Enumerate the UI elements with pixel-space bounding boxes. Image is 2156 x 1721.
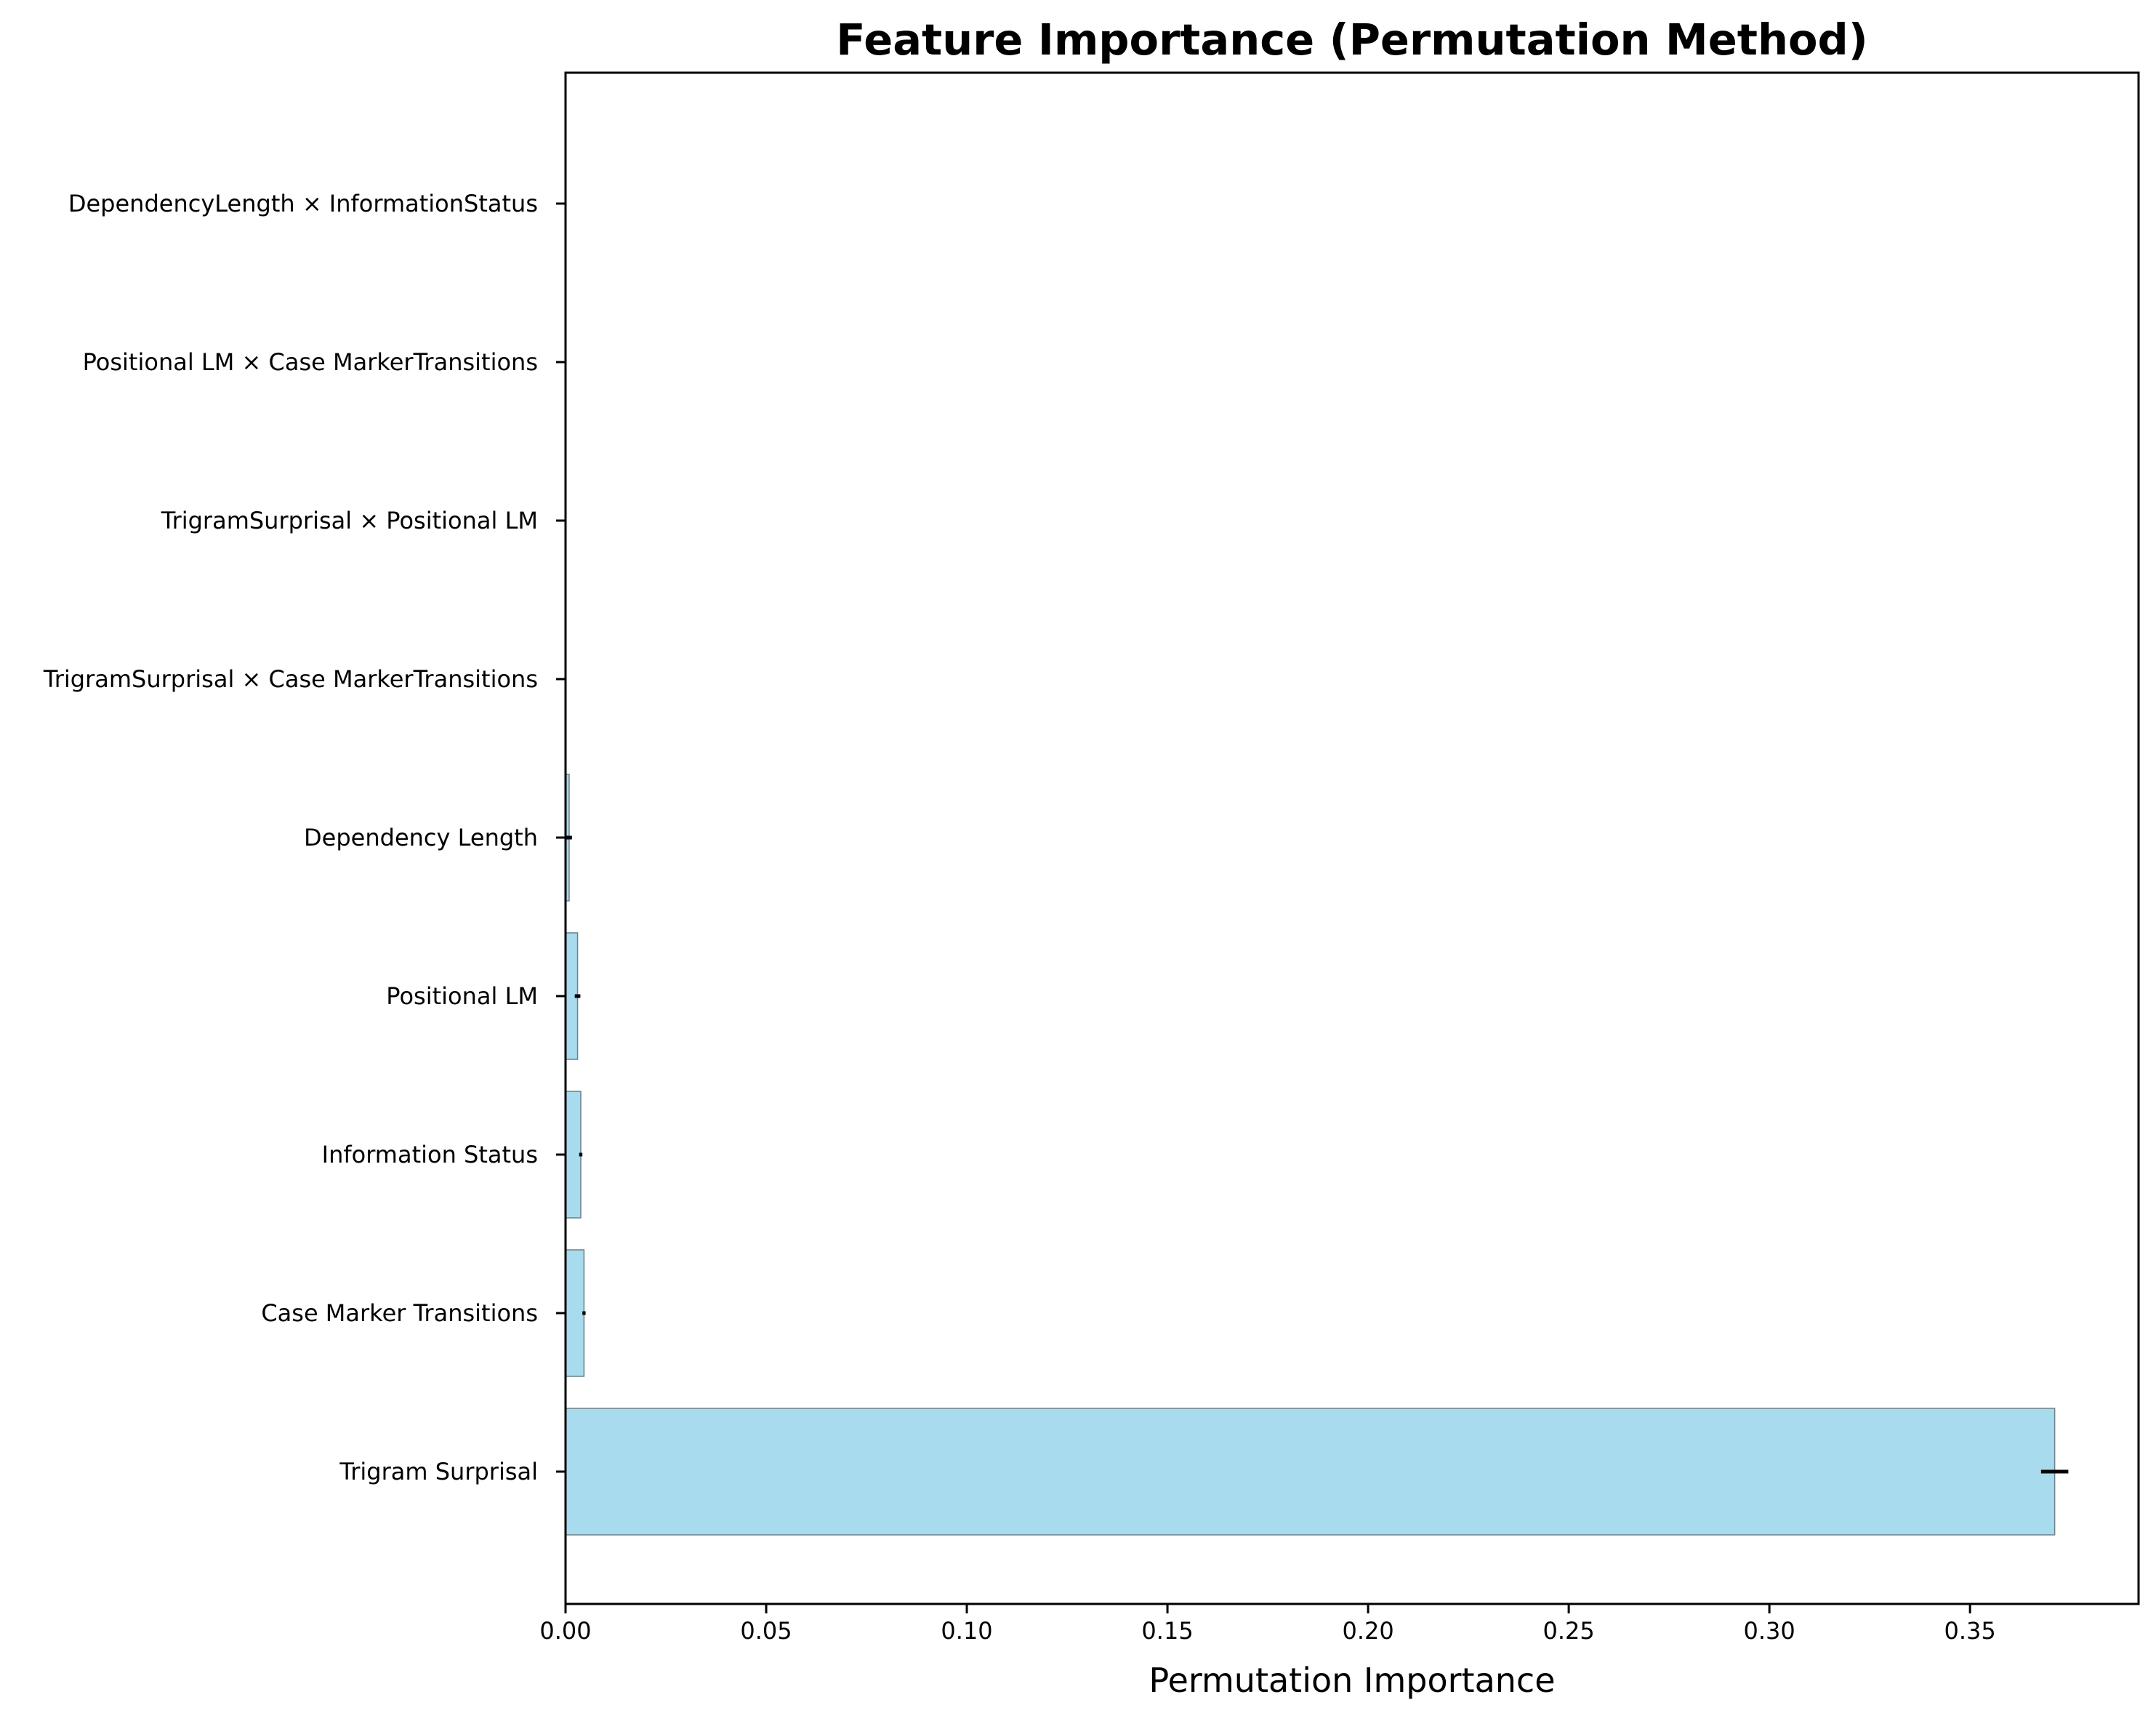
bar [565, 1091, 582, 1219]
x-tick-label: 0.10 [941, 1617, 992, 1645]
bar [565, 1249, 585, 1377]
chart-title: Feature Importance (Permutation Method) [836, 15, 1867, 65]
x-tick-label: 0.30 [1743, 1617, 1795, 1645]
y-ticks-layer: Trigram Surprisal Case Marker Transitions… [43, 190, 566, 1485]
y-tick-label: Information Status [322, 1141, 538, 1168]
x-ticks-layer: 0.00 0.05 0.10 0.15 0.20 0.25 0.30 0.35 [539, 1604, 1996, 1645]
x-axis-label: Permutation Importance [1149, 1661, 1555, 1700]
x-tick-label: 0.00 [539, 1617, 591, 1645]
y-tick-label: TrigramSurprisal × Case MarkerTransition… [43, 665, 538, 693]
plot-frame [564, 71, 2140, 1605]
y-tick-label: Trigram Surprisal [339, 1458, 538, 1485]
error-bars-layer [566, 835, 2069, 1474]
y-tick-label: Positional LM × Case MarkerTransitions [83, 348, 538, 376]
y-tick-label: DependencyLength × InformationStatus [68, 190, 538, 217]
x-tick-label: 0.15 [1141, 1617, 1193, 1645]
x-tick-label: 0.20 [1342, 1617, 1393, 1645]
y-tick-label: Positional LM [386, 982, 538, 1010]
x-tick-label: 0.25 [1542, 1617, 1594, 1645]
bars-layer [565, 774, 2056, 1536]
y-tick-label: Case Marker Transitions [261, 1299, 538, 1327]
x-tick-label: 0.35 [1944, 1617, 1996, 1645]
x-tick-label: 0.05 [740, 1617, 792, 1645]
y-tick-label: TrigramSurprisal × Positional LM [161, 507, 538, 534]
y-tick-label: Dependency Length [304, 824, 538, 851]
bar [565, 1408, 2056, 1536]
